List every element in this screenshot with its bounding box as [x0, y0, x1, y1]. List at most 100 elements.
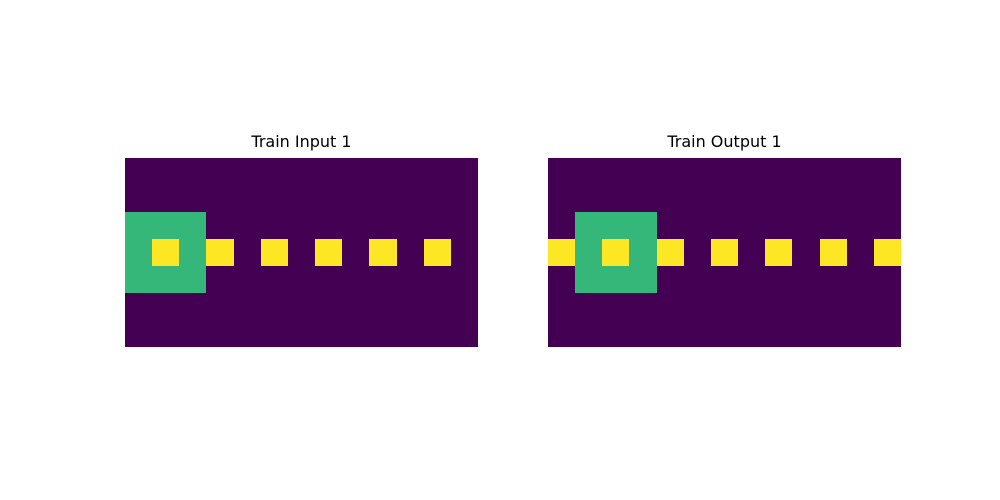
grid-cell — [738, 239, 766, 266]
grid-cell — [152, 239, 180, 266]
grid-cell — [765, 158, 793, 185]
grid-cell — [738, 158, 766, 185]
grid-cell — [765, 293, 793, 320]
grid-cell — [315, 185, 343, 212]
grid-cell — [125, 320, 153, 347]
grid-cell — [575, 212, 603, 239]
grid-cell — [846, 266, 874, 293]
grid-cell — [846, 158, 874, 185]
grid-cell — [287, 158, 316, 185]
grid-cell — [602, 320, 630, 347]
grid-cell — [710, 266, 739, 293]
grid-cell — [710, 185, 739, 212]
grid-cell — [683, 266, 711, 293]
grid-cell — [738, 293, 766, 320]
grid-cell — [315, 212, 343, 239]
grid-cell — [287, 320, 316, 347]
grid-cell — [396, 320, 424, 347]
grid-cell — [819, 293, 847, 320]
grid-cell — [846, 320, 874, 347]
grid-cell — [152, 185, 180, 212]
grid-cell — [287, 293, 316, 320]
grid-cell — [423, 185, 451, 212]
grid-cell — [629, 158, 657, 185]
grid-cell — [710, 239, 739, 266]
grid-cell — [260, 320, 288, 347]
grid-cell — [369, 266, 397, 293]
grid-cell — [683, 185, 711, 212]
grid-cell — [819, 158, 847, 185]
grid-cell — [738, 320, 766, 347]
grid-cell — [575, 185, 603, 212]
grid-cell — [396, 239, 424, 266]
grid-cell — [738, 266, 766, 293]
grid-cell — [179, 212, 207, 239]
grid-cell — [548, 158, 576, 185]
grid-cell — [179, 320, 207, 347]
grid-cell — [450, 293, 478, 320]
grid-cell — [260, 185, 288, 212]
grid-cell — [629, 212, 657, 239]
grid-cell — [602, 212, 630, 239]
grid-cell — [179, 239, 207, 266]
grid-cell — [125, 266, 153, 293]
grid-cell — [873, 293, 901, 320]
grid-cell — [548, 212, 576, 239]
grid-cell — [423, 158, 451, 185]
grid-cell — [423, 212, 451, 239]
grid-cell — [629, 320, 657, 347]
grid-cell — [315, 239, 343, 266]
grid-cell — [450, 212, 478, 239]
grid-cell — [369, 293, 397, 320]
grid-cell — [369, 320, 397, 347]
grid-cell — [369, 158, 397, 185]
grid-cell — [206, 158, 234, 185]
grid-cell — [792, 293, 820, 320]
grid-cell — [206, 212, 234, 239]
grid-cell — [152, 158, 180, 185]
grid-cell — [873, 158, 901, 185]
grid-cell — [179, 293, 207, 320]
grid-cell — [287, 266, 316, 293]
grid-cell — [315, 320, 343, 347]
grid-cell — [792, 212, 820, 239]
grid-cell — [315, 266, 343, 293]
grid-cell — [575, 158, 603, 185]
grid-cell — [287, 212, 316, 239]
grid-cell — [450, 320, 478, 347]
grid-cell — [738, 212, 766, 239]
grid-cell — [152, 212, 180, 239]
grid-cell — [125, 239, 153, 266]
grid-cell — [656, 266, 684, 293]
grid-cell — [233, 320, 261, 347]
grid-cell — [629, 239, 657, 266]
panel-title-output: Train Output 1 — [667, 132, 782, 151]
grid-cell — [423, 266, 451, 293]
grid-cell — [710, 158, 739, 185]
grid-cell — [233, 158, 261, 185]
grid-cell — [548, 320, 576, 347]
grid-cell — [683, 158, 711, 185]
grid-cell — [602, 293, 630, 320]
grid-cell — [792, 185, 820, 212]
grid-cell — [396, 293, 424, 320]
grid-cell — [342, 266, 370, 293]
grid-cell — [342, 239, 370, 266]
grid-cell — [450, 185, 478, 212]
grid-cell — [575, 266, 603, 293]
grid-cell — [629, 293, 657, 320]
grid-cell — [450, 266, 478, 293]
grid-cell — [765, 212, 793, 239]
grid-cell — [602, 239, 630, 266]
grid-cell — [179, 185, 207, 212]
grid-cell — [710, 293, 739, 320]
grid-cell — [315, 158, 343, 185]
grid-cell — [369, 239, 397, 266]
grid-cell — [206, 185, 234, 212]
grid-cell — [369, 185, 397, 212]
grid-cell — [792, 320, 820, 347]
grid-cell — [152, 320, 180, 347]
grid-cell — [260, 212, 288, 239]
grid-cell — [656, 293, 684, 320]
grid-cell — [710, 320, 739, 347]
